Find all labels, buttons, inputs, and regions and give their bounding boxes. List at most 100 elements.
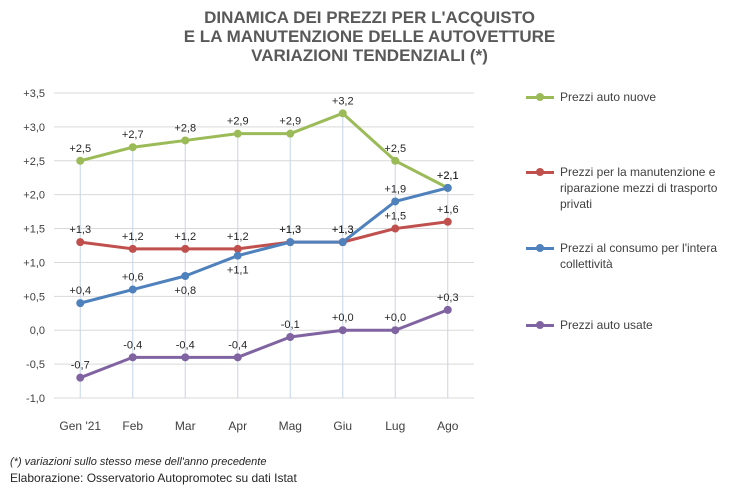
y-tick-label: -1,0	[26, 393, 45, 405]
x-tick-label: Ago	[437, 419, 459, 433]
data-label-prezzi-per-la-manutenzione-e-riparazione-mezzi-di-trasporto-privati: +1,3	[279, 224, 301, 236]
data-label-prezzi-auto-usate: -0,7	[71, 360, 90, 372]
data-label-prezzi-al-consumo-per-l-intera-collettivit: +1,3	[332, 224, 354, 236]
data-label-prezzi-auto-nuove: +2,5	[384, 143, 406, 155]
data-point-prezzi-al-consumo-per-l-intera-collettivit	[391, 197, 400, 206]
data-label-prezzi-al-consumo-per-l-intera-collettivit: +1,1	[227, 265, 249, 277]
data-label-prezzi-auto-nuove: +2,8	[174, 122, 196, 134]
source-note: Elaborazione: Osservatorio Autopromotec …	[10, 471, 297, 485]
data-label-prezzi-auto-nuove: +2,1	[437, 170, 459, 182]
x-tick-label: Mag	[279, 419, 302, 433]
legend-swatch-maintenance	[526, 168, 554, 178]
series-line-prezzi-auto-usate	[78, 308, 450, 380]
y-tick-label: +1,5	[23, 224, 45, 236]
data-label-prezzi-auto-usate: +0,0	[332, 312, 354, 324]
data-label-prezzi-per-la-manutenzione-e-riparazione-mezzi-di-trasporto-privati: +1,2	[227, 231, 249, 243]
data-label-prezzi-al-consumo-per-l-intera-collettivit: +1,9	[384, 183, 406, 195]
data-label-prezzi-auto-usate: -0,4	[123, 339, 142, 351]
data-point-prezzi-al-consumo-per-l-intera-collettivit	[128, 285, 137, 294]
data-label-prezzi-al-consumo-per-l-intera-collettivit: +0,8	[174, 285, 196, 297]
legend-swatch-new-cars	[526, 93, 554, 103]
y-tick-label: 0,0	[30, 325, 45, 337]
data-label-prezzi-al-consumo-per-l-intera-collettivit: +2,1	[437, 170, 459, 182]
y-tick-label: +2,5	[23, 156, 45, 168]
data-point-prezzi-auto-nuove	[391, 156, 400, 165]
legend-item-maintenance: Prezzi per la manutenzione e riparazione…	[526, 164, 736, 212]
data-label-prezzi-per-la-manutenzione-e-riparazione-mezzi-di-trasporto-privati: +1,2	[174, 231, 196, 243]
data-point-prezzi-auto-usate	[443, 305, 452, 314]
data-label-prezzi-auto-nuove: +2,9	[227, 116, 249, 128]
legend-label-consumer-prices: Prezzi al consumo per l'intera collettiv…	[560, 241, 718, 271]
data-point-prezzi-al-consumo-per-l-intera-collettivit	[233, 251, 242, 260]
data-point-prezzi-auto-nuove	[128, 143, 137, 152]
series-line-prezzi-al-consumo-per-l-intera-collettivit	[78, 186, 450, 305]
data-label-prezzi-auto-nuove: +2,5	[69, 143, 91, 155]
y-tick-label: +0,5	[23, 291, 45, 303]
data-point-prezzi-per-la-manutenzione-e-riparazione-mezzi-di-trasporto-privati	[391, 224, 400, 233]
x-axis: Gen '21 Feb Mar Apr Mag Giu Lug Ago	[59, 419, 458, 433]
data-point-prezzi-auto-nuove	[233, 129, 242, 138]
data-label-prezzi-per-la-manutenzione-e-riparazione-mezzi-di-trasporto-privati: +1,5	[384, 211, 406, 223]
y-tick-label: +3,5	[23, 88, 45, 100]
data-point-prezzi-al-consumo-per-l-intera-collettivit	[286, 238, 295, 247]
data-label-prezzi-al-consumo-per-l-intera-collettivit: +0,6	[122, 272, 144, 284]
data-label-prezzi-auto-usate: +0,3	[437, 292, 459, 304]
data-point-prezzi-auto-usate	[76, 373, 85, 382]
x-tick-label: Feb	[122, 419, 143, 433]
data-label-prezzi-auto-usate: -0,4	[176, 339, 195, 351]
x-tick-label: Giu	[333, 419, 352, 433]
series-points	[76, 109, 452, 382]
legend-label-new-cars: Prezzi auto nuove	[560, 90, 657, 104]
data-point-prezzi-auto-usate	[128, 353, 137, 362]
data-label-prezzi-auto-nuove: +2,9	[279, 116, 301, 128]
data-label-prezzi-per-la-manutenzione-e-riparazione-mezzi-di-trasporto-privati: +1,6	[437, 204, 459, 216]
data-label-prezzi-per-la-manutenzione-e-riparazione-mezzi-di-trasporto-privati: +1,3	[332, 224, 354, 236]
data-point-prezzi-per-la-manutenzione-e-riparazione-mezzi-di-trasporto-privati	[76, 238, 85, 247]
legend-label-maintenance: Prezzi per la manutenzione e riparazione…	[560, 165, 718, 211]
data-label-prezzi-al-consumo-per-l-intera-collettivit: +1,3	[279, 224, 301, 236]
data-point-prezzi-auto-usate	[391, 326, 400, 335]
data-point-prezzi-per-la-manutenzione-e-riparazione-mezzi-di-trasporto-privati	[181, 244, 190, 253]
y-tick-label: -0,5	[26, 359, 45, 371]
data-point-prezzi-per-la-manutenzione-e-riparazione-mezzi-di-trasporto-privati	[128, 244, 137, 253]
data-labels: +2,5 +2,7 +2,8 +2,9 +2,9 +3,2 +2,5 +2,1 +1,3 +1,2…	[69, 95, 458, 371]
legend-label-used-cars: Prezzi auto usate	[560, 318, 653, 332]
data-point-prezzi-auto-nuove	[286, 129, 295, 138]
legend-swatch-consumer-prices	[526, 244, 554, 254]
data-label-prezzi-auto-nuove: +2,7	[122, 129, 144, 141]
data-point-prezzi-per-la-manutenzione-e-riparazione-mezzi-di-trasporto-privati	[443, 217, 452, 226]
data-point-prezzi-auto-usate	[233, 353, 242, 362]
gridlines	[54, 92, 474, 399]
data-label-prezzi-al-consumo-per-l-intera-collettivit: +0,4	[69, 285, 91, 297]
legend-item-used-cars: Prezzi auto usate	[526, 317, 736, 333]
chart-title-line-3: VARIAZIONI TENDENZIALI (*)	[251, 46, 488, 65]
data-point-prezzi-auto-nuove	[76, 156, 85, 165]
y-axis: -1,0 -0,5 0,0 +0,5 +1,0 +1,5 +2,0 +2,5 +3,0 +3,5	[23, 88, 45, 405]
chart-title: DINAMICA DEI PREZZI PER L'ACQUISTO E LA …	[0, 8, 739, 65]
data-label-prezzi-auto-usate: -0,1	[281, 319, 300, 331]
data-label-prezzi-auto-usate: -0,4	[228, 339, 247, 351]
data-point-prezzi-per-la-manutenzione-e-riparazione-mezzi-di-trasporto-privati	[233, 244, 242, 253]
data-point-prezzi-auto-usate	[181, 353, 190, 362]
chart-title-line-2: E LA MANUTENZIONE DELLE AUTOVETTURE	[183, 27, 556, 46]
legend-item-consumer-prices: Prezzi al consumo per l'intera collettiv…	[526, 240, 736, 272]
series-line-prezzi-per-la-manutenzione-e-riparazione-mezzi-di-trasporto-privati	[78, 220, 450, 251]
y-tick-label: +3,0	[23, 122, 45, 134]
series-lines	[78, 111, 450, 380]
data-point-prezzi-al-consumo-per-l-intera-collettivit	[443, 183, 452, 192]
x-tick-label: Lug	[385, 419, 405, 433]
x-tick-label: Mar	[175, 419, 196, 433]
data-point-prezzi-auto-nuove	[181, 136, 190, 145]
data-point-prezzi-auto-nuove	[338, 109, 347, 118]
y-tick-label: +1,0	[23, 257, 45, 269]
x-tick-label: Gen '21	[59, 419, 101, 433]
data-point-prezzi-al-consumo-per-l-intera-collettivit	[76, 299, 85, 308]
data-point-prezzi-al-consumo-per-l-intera-collettivit	[338, 238, 347, 247]
legend-item-new-cars: Prezzi auto nuove	[526, 89, 736, 105]
data-point-prezzi-auto-usate	[286, 333, 295, 341]
data-label-prezzi-auto-usate: +0,0	[384, 312, 406, 324]
chart-title-line-1: DINAMICA DEI PREZZI PER L'ACQUISTO	[204, 8, 535, 27]
data-label-prezzi-per-la-manutenzione-e-riparazione-mezzi-di-trasporto-privati: +1,2	[122, 231, 144, 243]
y-tick-label: +2,0	[23, 190, 45, 202]
series-line-prezzi-auto-nuove	[78, 111, 450, 190]
